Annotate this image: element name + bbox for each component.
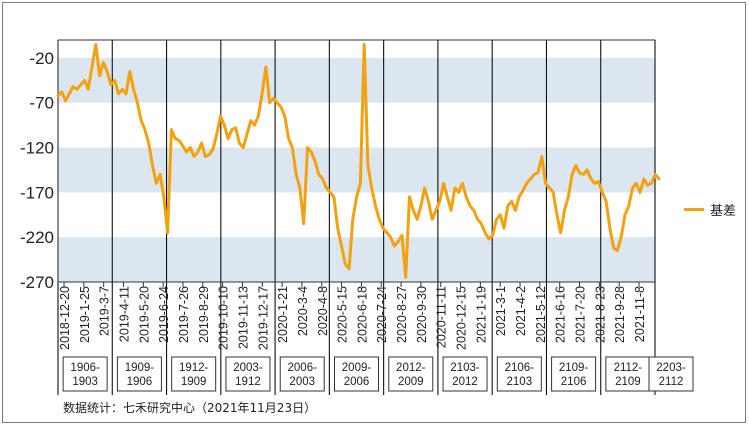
x-tick-label: 2019-11-13	[236, 286, 250, 349]
x-tick-label: 2020-4-8	[316, 286, 330, 336]
contract-label-top: 1906-	[70, 362, 100, 374]
x-tick-label: 2019-1-25	[78, 286, 92, 343]
contract-label-top: 1909-	[125, 362, 155, 374]
contract-label-bottom: 2112	[659, 376, 684, 388]
contract-label-top: 2103-	[450, 362, 480, 374]
x-tick-label: 2020-12-15	[455, 286, 469, 350]
y-tick-label: -220	[20, 228, 54, 247]
x-tick-label: 2021-4-2	[514, 286, 528, 336]
chart-band	[58, 57, 655, 103]
x-tick-label: 2020-6-18	[355, 286, 369, 343]
x-tick-label: 2021-9-28	[613, 286, 627, 343]
x-tick-label: 2021-1-19	[474, 286, 488, 343]
x-tick-label: 2021-11-8	[633, 286, 647, 342]
x-tick-label: 2019-5-20	[137, 286, 151, 343]
contract-box	[62, 356, 108, 392]
contract-label-top: 2012-	[396, 362, 426, 374]
contract-label-bottom: 1912	[235, 376, 261, 388]
contract-box	[116, 356, 162, 392]
chart-band	[58, 237, 655, 282]
x-tick-label: 2020-3-4	[296, 286, 310, 336]
series-layer	[56, 43, 661, 279]
y-tick-label: -270	[20, 273, 54, 292]
y-axis: -20 -70 -120 -170 -220 -270	[20, 40, 59, 292]
contract-label-top: 2106-	[505, 362, 535, 374]
x-tick-label: 2021-6-16	[554, 286, 568, 343]
legend-swatch	[684, 208, 704, 211]
contract-label-bottom: 2006	[344, 376, 370, 388]
contract-label-bottom: 2003	[289, 376, 315, 388]
chart-band	[58, 147, 655, 193]
x-tick-label: 2020-11-11	[435, 286, 449, 348]
x-tick-label: 2019-3-7	[98, 286, 112, 336]
contract-label-top: 2003-	[233, 362, 263, 374]
x-tick-label: 2020-5-15	[336, 286, 350, 343]
contract-label-top: 2109-	[559, 362, 589, 374]
contract-label-top: 1912-	[179, 362, 209, 374]
contract-label-bottom: 2009	[398, 376, 424, 388]
contract-box	[605, 356, 651, 392]
contract-label-top: 2112-	[614, 362, 643, 374]
x-tick-label: 2020-7-24	[375, 286, 389, 343]
contract-box	[648, 356, 694, 392]
contract-box	[171, 356, 217, 392]
x-tick-label: 2021-7-20	[574, 286, 588, 343]
x-tick-label: 2019-12-17	[256, 286, 270, 350]
y-tick-label: -20	[29, 49, 54, 68]
x-tick-label: 2021-3-1	[494, 286, 508, 336]
x-tick-label: 2019-4-11	[117, 286, 131, 342]
x-tick-label: 2019-10-10	[217, 286, 231, 350]
chart-bands	[58, 57, 655, 282]
contract-label-bottom: 2106	[561, 376, 587, 388]
contract-box	[225, 356, 271, 392]
source-note: 数据统计：七禾研究中心（2021年11月23日）	[63, 401, 317, 415]
x-axis: 2018-12-20 2019-1-25 2019-3-7 2019-4-11 2019…	[58, 281, 655, 350]
contract-label-bottom: 1903	[72, 376, 98, 388]
contract-labels: 1906- 1903 1909- 1906 1912- 1909 2003- 1912 2006…	[62, 356, 694, 392]
contract-box	[551, 356, 597, 392]
x-tick-label: 2021-5-12	[534, 286, 548, 343]
contract-label-top: 2009-	[342, 362, 372, 374]
contract-box	[334, 356, 379, 392]
contract-label-bottom: 2109	[615, 376, 641, 388]
x-tick-label: 2019-8-29	[197, 286, 211, 343]
x-tick-label: 2020-1-21	[276, 286, 290, 343]
series-line	[56, 43, 661, 279]
legend: 基差	[684, 200, 736, 219]
x-tick-label: 2019-6-24	[157, 286, 171, 343]
contract-label-bottom: 1906	[127, 376, 153, 388]
contract-label-top: 2006-	[288, 362, 318, 374]
contract-box	[279, 356, 325, 392]
x-tick-label: 2020-8-27	[395, 286, 409, 343]
contract-label-top: 2203-	[656, 362, 686, 374]
contract-label-bottom: 1909	[181, 376, 207, 388]
contract-box	[388, 356, 434, 392]
y-tick-label: -70	[29, 94, 54, 113]
contract-label-bottom: 2012	[452, 376, 478, 388]
contract-box	[496, 356, 542, 392]
contract-box	[442, 356, 488, 392]
legend-label: 基差	[710, 204, 737, 219]
y-tick-label: -120	[20, 139, 54, 158]
contract-label-bottom: 2103	[507, 376, 533, 388]
x-tick-label: 2021-8-23	[593, 286, 607, 343]
x-tick-label: 2020-9-30	[415, 286, 429, 343]
x-tick-label: 2019-7-26	[177, 286, 191, 343]
y-tick-label: -170	[20, 183, 54, 202]
x-tick-label: 2018-12-20	[58, 286, 72, 350]
